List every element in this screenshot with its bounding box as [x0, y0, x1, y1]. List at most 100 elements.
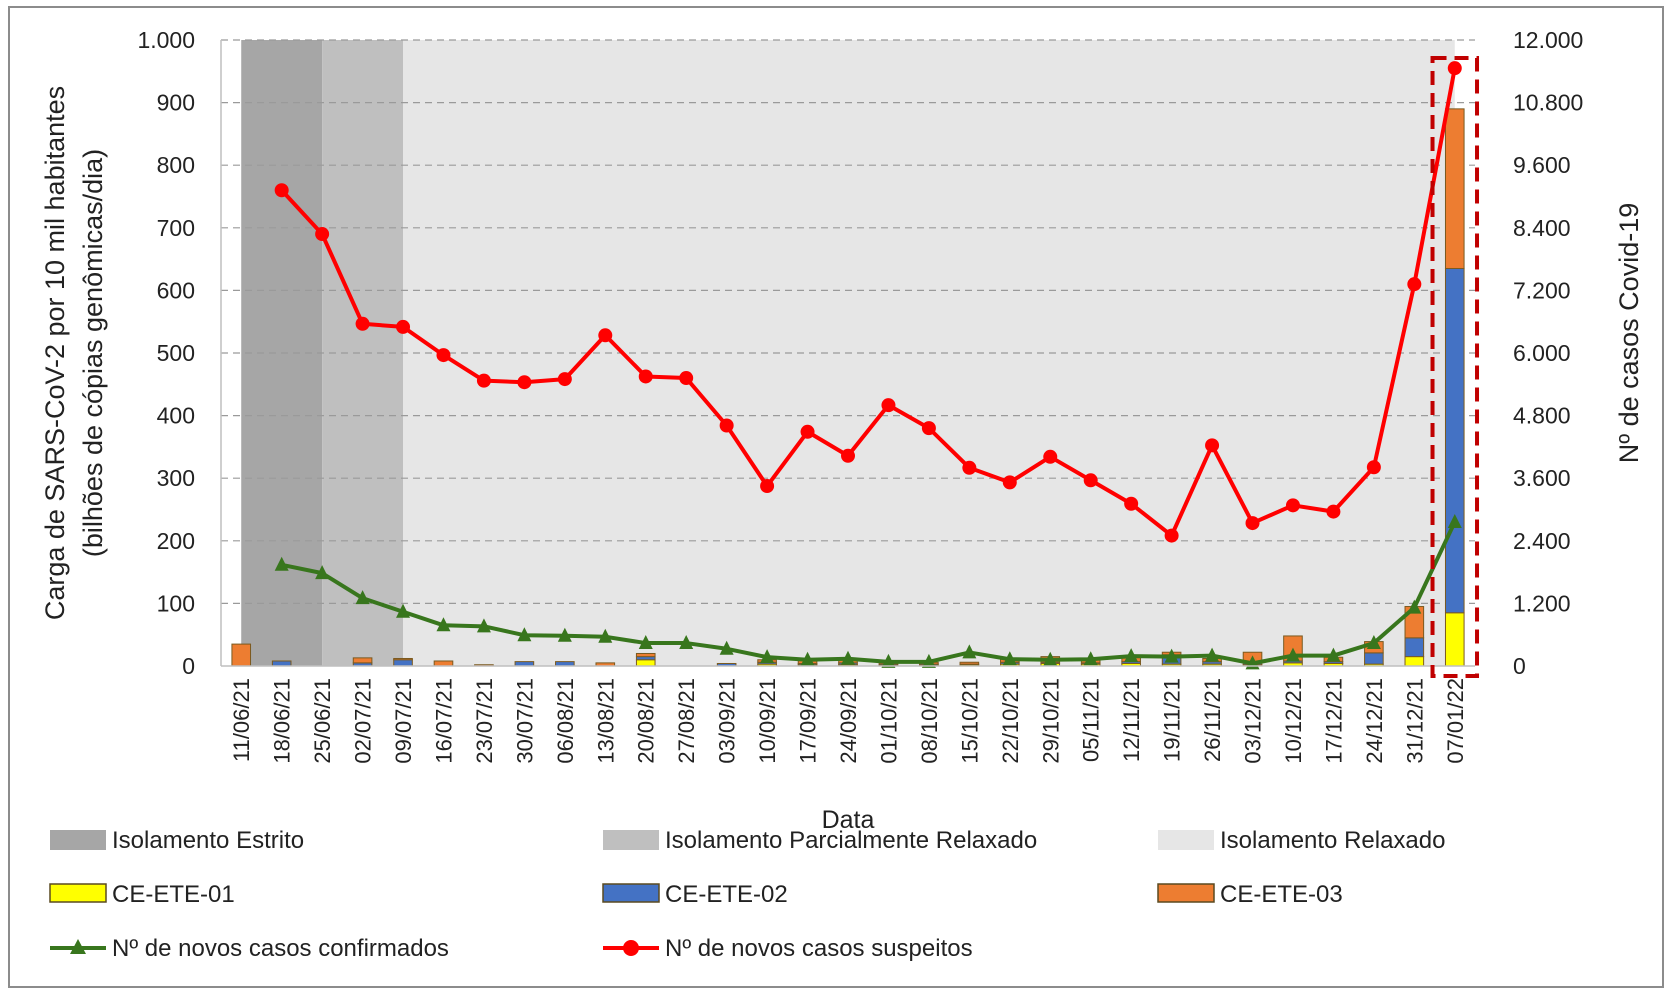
y-tick-label-right: 9.600	[1513, 152, 1571, 178]
y-tick-label-left: 800	[157, 152, 195, 178]
legend-marker-circle	[623, 940, 639, 956]
x-tick-label: 01/10/21	[876, 678, 901, 764]
y-tick-label-left: 200	[157, 528, 195, 554]
x-tick-label: 08/10/21	[917, 678, 942, 764]
x-tick-label: 19/11/21	[1160, 678, 1185, 762]
x-tick-label: 25/06/21	[310, 678, 335, 764]
y-tick-label-right: 1.200	[1513, 590, 1571, 616]
legend-swatch-bar	[602, 883, 660, 903]
bar-ce-ete-01	[1404, 656, 1425, 667]
legend-label-bar: CE-ETE-02	[665, 881, 788, 908]
point-suspeitos	[1043, 449, 1058, 464]
point-suspeitos	[355, 316, 370, 331]
point-suspeitos	[517, 375, 532, 390]
point-suspeitos	[1245, 516, 1260, 531]
point-confirmados	[436, 617, 451, 632]
x-tick-label: 18/06/21	[270, 678, 295, 764]
highlight-box	[1430, 56, 1480, 678]
legend-label-period: Isolamento Relaxado	[1220, 827, 1445, 854]
point-confirmados	[760, 649, 775, 664]
y-tick-label-left: 600	[157, 277, 195, 303]
y-tick-label-left: 700	[157, 215, 195, 241]
x-tick-label: 24/12/21	[1362, 678, 1387, 764]
y-axis-title-left-sub: (bilhões de cópias genômicas/dia)	[78, 149, 108, 557]
bar-ce-ete-02	[393, 659, 413, 667]
legend-label-line: Nº de novos casos suspeitos	[665, 935, 973, 962]
point-confirmados	[1205, 647, 1220, 662]
x-tick-label: 20/08/21	[634, 678, 659, 764]
point-suspeitos	[962, 460, 977, 475]
point-suspeitos	[1285, 498, 1300, 513]
y-tick-label-left: 900	[157, 90, 195, 116]
bar-ce-ete-02	[1364, 652, 1384, 665]
y-tick-label-left: 500	[157, 340, 195, 366]
x-tick-label: 24/09/21	[836, 678, 861, 764]
point-suspeitos	[679, 371, 694, 386]
point-suspeitos	[315, 227, 330, 242]
x-tick-label: 11/06/21	[229, 678, 254, 762]
y-tick-label-right: 10.800	[1513, 90, 1583, 116]
x-tick-label: 06/08/21	[553, 678, 578, 764]
y-axis-title-left: Carga de SARS-CoV-2 por 10 mil habitante…	[40, 86, 70, 620]
point-suspeitos	[1124, 496, 1139, 511]
legend-label-line: Nº de novos casos confirmados	[112, 935, 449, 962]
legend-swatch-bar	[1157, 883, 1215, 903]
point-suspeitos	[476, 373, 491, 388]
point-confirmados	[1164, 648, 1179, 663]
series-line-confirmados	[281, 521, 1457, 666]
point-confirmados	[881, 653, 896, 668]
y-tick-label-right: 0	[1513, 653, 1526, 679]
point-confirmados	[557, 627, 572, 642]
legend-swatch-period	[603, 830, 659, 850]
x-tick-label: 17/12/21	[1321, 678, 1346, 764]
x-tick-label: 02/07/21	[351, 678, 376, 764]
point-suspeitos	[1164, 528, 1179, 543]
point-confirmados	[1124, 648, 1139, 663]
point-confirmados	[1083, 651, 1098, 666]
legend-label-period: Isolamento Parcialmente Relaxado	[665, 827, 1037, 854]
legend-marker-triangle	[70, 939, 86, 954]
point-confirmados	[719, 640, 734, 655]
bar-ce-ete-02	[271, 660, 292, 667]
point-confirmados	[598, 628, 613, 643]
x-tick-label: 29/10/21	[1038, 678, 1063, 764]
legend-swatch-bar	[49, 883, 107, 903]
bar-ce-ete-02	[1444, 267, 1465, 614]
x-tick-label: 17/09/21	[796, 678, 821, 764]
y-tick-label-left: 100	[157, 590, 195, 616]
point-confirmados	[1366, 635, 1381, 650]
y-tick-label-left: 400	[157, 403, 195, 429]
x-tick-label: 09/07/21	[391, 678, 416, 764]
point-suspeitos	[881, 398, 896, 413]
y-tick-label-left: 300	[157, 465, 195, 491]
point-suspeitos	[1002, 475, 1017, 490]
point-confirmados	[921, 653, 936, 668]
bar-ce-ete-03	[231, 643, 252, 667]
point-confirmados	[1285, 647, 1300, 662]
x-tick-label: 23/07/21	[472, 678, 497, 764]
bar-ce-ete-02	[1404, 637, 1425, 658]
point-confirmados	[1447, 514, 1462, 529]
y-tick-label-right: 3.600	[1513, 465, 1571, 491]
point-confirmados	[1326, 647, 1341, 662]
point-suspeitos	[638, 369, 653, 384]
point-confirmados	[800, 651, 815, 666]
point-suspeitos	[1407, 277, 1422, 292]
series-line-suspeitos	[280, 67, 1457, 538]
chart-frame	[8, 6, 1664, 988]
point-confirmados	[517, 627, 532, 642]
x-tick-label: 10/12/21	[1281, 678, 1306, 764]
point-suspeitos	[1083, 473, 1098, 488]
bar-ce-ete-03	[393, 657, 413, 661]
legend-label-bar: CE-ETE-01	[112, 881, 235, 908]
x-tick-label: 12/11/21	[1119, 678, 1144, 762]
point-suspeitos	[557, 372, 572, 387]
y-tick-label-right: 7.200	[1513, 277, 1571, 303]
x-tick-label: 03/09/21	[715, 678, 740, 764]
y-tick-label-left: 0	[182, 653, 195, 679]
x-tick-label: 26/11/21	[1200, 678, 1225, 762]
point-suspeitos	[274, 183, 289, 198]
x-tick-label: 31/12/21	[1402, 678, 1427, 764]
y-tick-label-left: 1.000	[137, 27, 195, 53]
